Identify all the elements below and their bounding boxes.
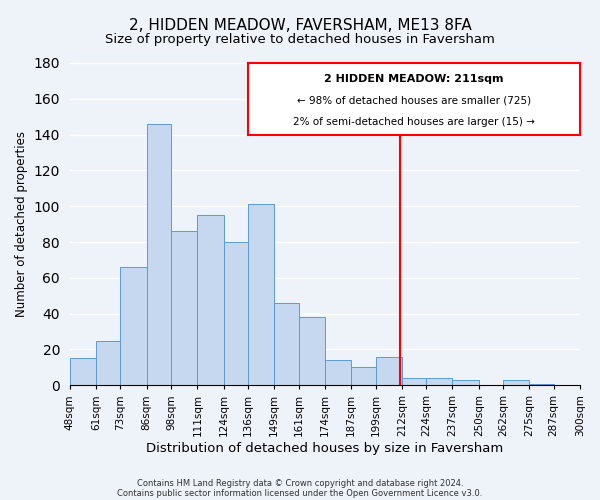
Bar bbox=[121, 267, 147, 386]
X-axis label: Distribution of detached houses by size in Faversham: Distribution of detached houses by size … bbox=[146, 442, 503, 455]
Bar bbox=[402, 378, 426, 386]
Bar bbox=[96, 340, 121, 386]
Text: Contains public sector information licensed under the Open Government Licence v3: Contains public sector information licen… bbox=[118, 488, 482, 498]
Bar bbox=[248, 204, 274, 386]
Text: Size of property relative to detached houses in Faversham: Size of property relative to detached ho… bbox=[105, 32, 495, 46]
Bar bbox=[376, 356, 402, 386]
Text: 2, HIDDEN MEADOW, FAVERSHAM, ME13 8FA: 2, HIDDEN MEADOW, FAVERSHAM, ME13 8FA bbox=[128, 18, 472, 32]
Bar bbox=[70, 358, 96, 386]
Bar bbox=[529, 384, 554, 386]
Bar bbox=[325, 360, 351, 386]
Bar bbox=[197, 215, 224, 386]
Bar bbox=[274, 303, 299, 386]
Bar bbox=[224, 242, 248, 386]
Bar bbox=[351, 368, 376, 386]
Y-axis label: Number of detached properties: Number of detached properties bbox=[15, 131, 28, 317]
Bar bbox=[452, 380, 479, 386]
Bar bbox=[426, 378, 452, 386]
Bar bbox=[299, 318, 325, 386]
Bar bbox=[503, 380, 529, 386]
Bar bbox=[147, 124, 171, 386]
Bar bbox=[171, 232, 197, 386]
Text: Contains HM Land Registry data © Crown copyright and database right 2024.: Contains HM Land Registry data © Crown c… bbox=[137, 478, 463, 488]
